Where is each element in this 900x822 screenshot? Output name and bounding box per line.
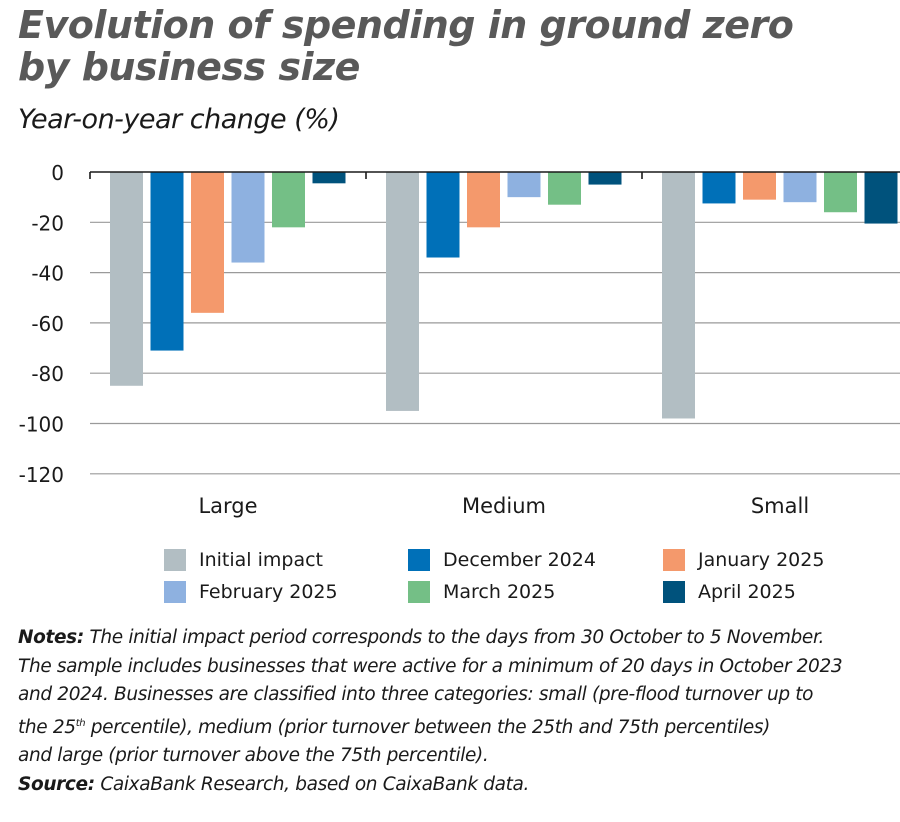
bar [507,172,541,198]
chart-title-line1: Evolution of spending in ground zero [18,3,794,47]
legend-swatch [408,549,430,571]
legend-label: December 2024 [443,549,596,571]
bar [864,172,898,224]
notes-block: Notes: The initial impact period corresp… [18,624,898,799]
x-category-label: Large [198,494,257,518]
notes-line: and large (prior turnover above the 75th… [18,745,489,767]
bar [231,172,265,263]
bar [548,172,581,205]
legend-item: Initial impact [164,549,323,571]
y-tick-label: -100 [19,413,64,437]
legend-item: December 2024 [408,549,596,571]
legend-label: April 2025 [698,581,796,603]
bar [588,172,622,185]
bar [312,172,346,184]
bar [743,172,776,200]
legend-swatch [164,549,186,571]
notes-line: percentile), medium (prior turnover betw… [85,716,771,738]
legend-swatch [663,581,685,603]
notes-label: Notes: [18,627,84,648]
notes-line: and 2024. Businesses are classified into… [18,684,814,705]
chart-title-line2: by business size [18,45,360,89]
superscript: th [75,717,86,729]
bar [824,172,857,213]
y-tick-label: -80 [31,362,64,386]
legend-item: February 2025 [164,581,338,603]
legend-swatch [164,581,186,603]
chart-title: Evolution of spending in ground zero by … [18,3,794,89]
bar [702,172,736,204]
bar [467,172,500,228]
y-tick-label: -40 [31,262,64,286]
bar [386,172,419,411]
legend-item: April 2025 [663,581,796,603]
source-label: Source: [18,773,95,795]
bar [783,172,817,203]
legend-label: March 2025 [443,581,556,603]
y-tick-label: -20 [31,211,64,235]
source-text: CaixaBank Research, based on CaixaBank d… [94,773,530,795]
legend-label: Initial impact [199,549,324,571]
legend-label: February 2025 [199,581,338,603]
notes-line: the 25 [18,716,76,738]
bar [191,172,224,313]
chart-subtitle: Year-on-year change (%) [18,104,340,135]
legend-item: March 2025 [408,581,555,603]
bar [662,172,695,419]
bar-chart: 0 -20 -40 -60 -80 -100 -120 Large Medium Small [19,161,900,518]
y-tick-label: 0 [51,161,64,185]
bar [272,172,305,228]
y-tick-label: -60 [31,312,64,336]
legend-label: January 2025 [698,549,825,571]
legend-swatch [408,581,430,603]
legend-swatch [663,549,685,571]
notes-line: The initial impact period corresponds to… [89,627,825,648]
bar [150,172,184,351]
notes-line: The sample includes businesses that were… [18,655,843,677]
x-category-label: Medium [462,494,546,518]
y-tick-label: -120 [19,463,64,487]
bar [426,172,460,258]
bar [110,172,143,386]
x-category-label: Small [751,494,809,518]
legend-item: January 2025 [663,549,824,571]
